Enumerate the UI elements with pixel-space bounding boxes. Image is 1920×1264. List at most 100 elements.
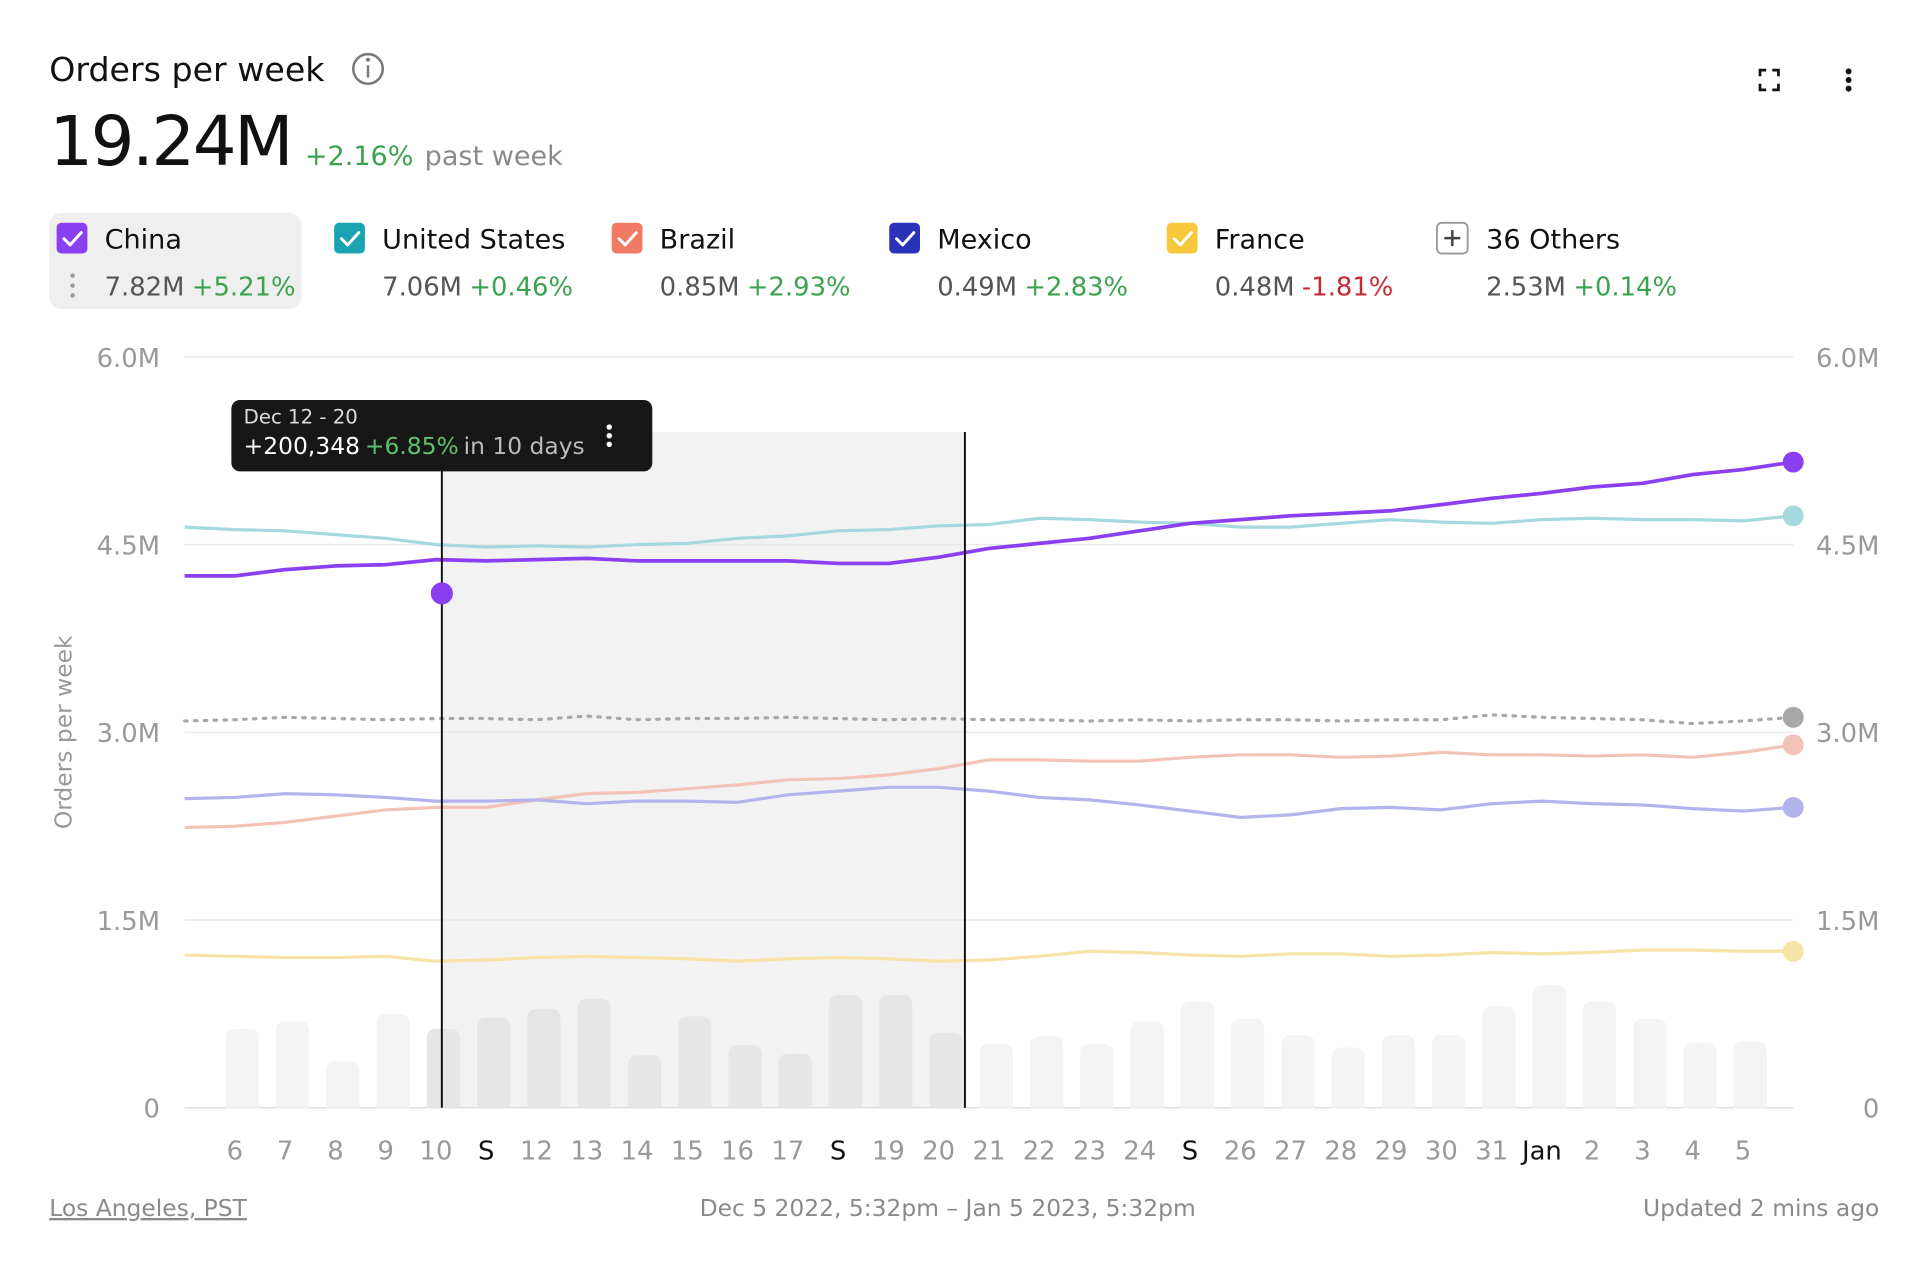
headline-change: +2.16%: [305, 141, 414, 172]
x-tick-label: 22: [1023, 1136, 1056, 1166]
headline-note: past week: [425, 141, 564, 172]
legend-box: [1166, 222, 1198, 254]
y-tick-label: 1.5M: [97, 907, 160, 937]
x-tick-label: 27: [1274, 1136, 1307, 1166]
x-tick-label: 3: [1634, 1136, 1650, 1166]
legend-box: [889, 222, 920, 254]
timezone[interactable]: Los Angeles, PST: [49, 1194, 247, 1222]
x-tick-label: 30: [1425, 1136, 1458, 1166]
x-tick-label: 14: [621, 1136, 654, 1166]
legend-change: +0.46%: [469, 272, 573, 302]
x-tick-label: 9: [377, 1136, 393, 1166]
volume-bar: [1029, 1036, 1064, 1108]
volume-bar: [1432, 1035, 1466, 1108]
x-tick-label: 28: [1324, 1136, 1357, 1166]
y-tick-label: 4.5M: [97, 531, 160, 561]
y2-tick-label: 6.0M: [1816, 344, 1879, 374]
menu-icon[interactable]: [1845, 68, 1852, 92]
x-tick-label: 21: [972, 1136, 1005, 1166]
legend-selected-bg: [49, 212, 302, 309]
legend-box: [611, 222, 643, 254]
x-tick-label: 12: [520, 1136, 553, 1166]
legend-item[interactable]: China 7.82M +5.21%: [49, 212, 302, 309]
legend-total: 0.48M: [1215, 272, 1295, 302]
volume-bar: [1080, 1043, 1114, 1108]
legend: China 7.82M +5.21% United States 7.06M +0.46%…: [49, 212, 1677, 309]
x-tick-label: 4: [1684, 1136, 1700, 1166]
x-tick-label: 15: [671, 1136, 704, 1166]
volume-bar: [1532, 985, 1566, 1108]
legend-change: +2.83%: [1024, 272, 1128, 302]
volume-bar: [1683, 1042, 1717, 1108]
legend-stats: 0.48M -1.81%: [1215, 272, 1394, 302]
tooltip: Dec 12 - 20 +200,348 +6.85% in 10 days: [231, 400, 653, 472]
y2-tick-label: 1.5M: [1816, 907, 1879, 937]
x-tick-label: Jan: [1520, 1136, 1562, 1166]
legend-item[interactable]: United States 7.06M +0.46%: [334, 222, 573, 303]
volume-bar: [527, 1008, 561, 1108]
tooltip-change: +6.85%: [365, 432, 459, 460]
series-end-dot: [1782, 734, 1804, 756]
x-tick-label: S: [478, 1136, 494, 1166]
x-tick-label: 7: [277, 1136, 293, 1166]
y-tick-label: 3.0M: [97, 719, 160, 749]
headline-value: 19.24M: [49, 102, 291, 182]
series-line: [184, 460, 1794, 578]
tooltip-bg: [231, 400, 653, 472]
x-tick-label: 8: [327, 1136, 343, 1166]
legend-name: 36 Others: [1486, 225, 1620, 256]
series-end-dot: [1782, 451, 1804, 473]
y-axis-label: Orders per week: [49, 635, 77, 829]
series-line: [183, 713, 1795, 726]
tooltip-range: Dec 12 - 20: [244, 405, 358, 428]
volume-bar: [1733, 1041, 1767, 1108]
volume-bar: [376, 1013, 410, 1108]
volume-bar: [929, 1032, 963, 1108]
legend-item[interactable]: Brazil 0.85M +2.93%: [611, 222, 851, 303]
drag-handle-dot: [70, 273, 75, 278]
volume-bar: [1381, 1035, 1416, 1108]
tooltip-summary: +200,348 +6.85% in 10 days: [244, 432, 585, 460]
volume-bar: [828, 995, 863, 1108]
legend-change: +5.21%: [192, 272, 296, 302]
tooltip-note: in 10 days: [464, 432, 585, 460]
legend-item[interactable]: 36 Others 2.53M +0.14%: [1436, 221, 1677, 303]
date-range: Dec 5 2022, 5:32pm – Jan 5 2023, 5:32pm: [700, 1194, 1196, 1222]
y-tick-label: 0: [144, 1095, 160, 1125]
volume-bar: [627, 1055, 662, 1108]
x-tick-label: 17: [771, 1136, 804, 1166]
x-tick-label: 23: [1073, 1136, 1106, 1166]
info-icon[interactable]: [352, 52, 384, 85]
x-tick-label: 19: [872, 1136, 905, 1166]
x-tick-label: 6: [227, 1136, 243, 1166]
legend-change: -1.81%: [1302, 272, 1393, 302]
legend-name: United States: [382, 225, 565, 256]
x-tick-label: 29: [1375, 1136, 1408, 1166]
volume-bar: [1180, 1001, 1214, 1108]
selection-marker: [430, 582, 453, 605]
legend-total: 0.49M: [937, 272, 1017, 302]
legend-name: Brazil: [660, 225, 736, 256]
series-end-dot: [1782, 940, 1804, 962]
volume-bar: [1482, 1006, 1516, 1108]
x-tick-label: S: [830, 1136, 846, 1166]
legend-change: +2.93%: [747, 272, 851, 302]
legend-stats: 0.49M +2.83%: [937, 272, 1128, 302]
legend-total: 2.53M: [1486, 272, 1566, 302]
volume-bar: [477, 1017, 511, 1108]
legend-plus: [1444, 230, 1461, 247]
legend-item[interactable]: Mexico 0.49M +2.83%: [889, 222, 1128, 303]
legend-stats: 0.85M +2.93%: [660, 272, 851, 302]
volume-bar: [577, 998, 611, 1108]
tooltip-menu-dot: [606, 424, 612, 430]
x-tick-label: 5: [1735, 1136, 1751, 1166]
legend-name: China: [105, 225, 182, 256]
volume-bar: [275, 1021, 310, 1108]
x-tick-label: 2: [1584, 1136, 1600, 1166]
y2-tick-label: 3.0M: [1816, 719, 1879, 749]
x-tick-label: 20: [922, 1136, 955, 1166]
legend-item[interactable]: France 0.48M -1.81%: [1166, 222, 1394, 303]
fullscreen-icon[interactable]: [1758, 68, 1780, 92]
legend-check: [617, 231, 638, 247]
